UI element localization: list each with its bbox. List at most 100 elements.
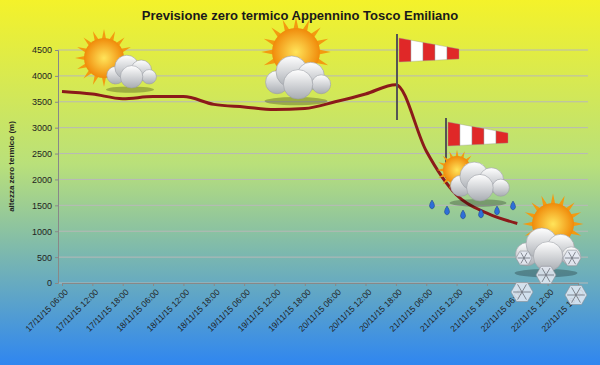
snowflake-body	[565, 285, 587, 304]
x-tick-mark	[457, 283, 458, 286]
x-tick-mark	[62, 283, 63, 286]
snowflake-body	[511, 282, 533, 301]
y-tick: 4000	[32, 71, 58, 81]
y-tick-mark	[55, 205, 58, 206]
y-tick: 3000	[32, 123, 58, 133]
snowflake-arm	[521, 252, 527, 263]
y-tick-mark	[55, 102, 58, 103]
snowflake-arm	[542, 268, 550, 282]
x-tick-mark	[183, 283, 184, 286]
grid-line	[58, 50, 588, 51]
cloud-puff	[312, 75, 331, 94]
windsock-band	[472, 126, 484, 144]
title: Previsione zero termico Appennino Tosco …	[142, 8, 458, 23]
snowflake-arm	[521, 252, 527, 263]
x-tick-mark	[366, 283, 367, 286]
y-tick-mark	[55, 50, 58, 51]
windsock-band	[447, 47, 459, 60]
grid-line	[58, 231, 588, 232]
windsock-band	[399, 38, 411, 62]
x-tick-mark	[274, 283, 275, 286]
grid-line	[58, 179, 588, 180]
y-tick-mark	[55, 76, 58, 77]
series-group	[62, 85, 517, 224]
windsock-band	[496, 131, 508, 144]
rain-drop	[445, 206, 450, 215]
x-tick-mark	[305, 283, 306, 286]
chart: Previsione zero termico Appennino Tosco …	[0, 0, 600, 365]
windsock-band	[423, 42, 435, 60]
windsock-icon	[397, 34, 459, 120]
y-tick-mark	[55, 154, 58, 155]
snowflake-body	[563, 250, 581, 266]
snowflake-icon	[565, 285, 587, 304]
x-tick-mark	[153, 283, 154, 286]
grid-line	[58, 127, 588, 128]
cloud-puff	[562, 247, 581, 266]
snowflake-arm	[518, 284, 527, 299]
grid-line	[58, 205, 588, 206]
x-tick-mark	[214, 283, 215, 286]
y-tick: 2000	[32, 175, 58, 185]
background	[0, 0, 600, 365]
y-tick-mark	[55, 231, 58, 232]
x-tick-mark	[92, 283, 93, 286]
snowflake-arm	[572, 287, 581, 302]
x-tick: 22/11/15 18:00	[539, 283, 586, 334]
y-tick-label: 0	[47, 278, 52, 288]
x-tick-mark	[244, 283, 245, 286]
snowflake-arm	[568, 252, 575, 264]
y-tick: 4500	[32, 45, 58, 55]
y-tick: 3500	[32, 97, 58, 107]
cloud-puff	[142, 70, 156, 84]
y-tick-label: 3500	[32, 97, 52, 107]
y-tick-label: 3000	[32, 123, 52, 133]
rain-drop	[495, 206, 500, 215]
cloud-icon	[265, 56, 331, 105]
y-axis-line	[55, 51, 59, 284]
x-tick-mark	[335, 283, 336, 286]
cloud-puff	[492, 179, 509, 196]
cloud-puff	[283, 70, 312, 99]
rain-drop	[461, 210, 466, 219]
windsock-band	[460, 124, 472, 145]
snowflake-icon	[516, 251, 532, 265]
snowflake-arm	[518, 284, 527, 299]
plot: 05001000150020002500300035004000450017/1…	[23, 45, 588, 333]
y-tick-label: 4500	[32, 45, 52, 55]
y-tick-mark	[55, 257, 58, 258]
y-tick-label: 4000	[32, 71, 52, 81]
y-tick: 2500	[32, 149, 58, 159]
windsock-pole	[396, 34, 398, 120]
y-tick: 1500	[32, 201, 58, 211]
grid-line	[58, 257, 588, 258]
y-tick-mark	[55, 179, 58, 180]
x-axis-line	[63, 284, 579, 287]
y-tick-label: 1000	[32, 227, 52, 237]
x-tick-mark	[123, 283, 124, 286]
weather-icons	[75, 17, 587, 304]
y-tick: 500	[37, 252, 58, 262]
windsock-band	[484, 129, 496, 145]
snowflake-icon	[536, 266, 556, 283]
grid-line	[58, 153, 588, 154]
y-axis: 0 500 1000 1500 2000 2500 3000 3500 4000 4500	[32, 45, 59, 288]
rain-drop	[430, 200, 435, 209]
y-tick-label: 1500	[32, 201, 52, 211]
snowflake-arm	[542, 268, 550, 282]
windsock-band	[411, 40, 423, 61]
y-tick-label: 2000	[32, 175, 52, 185]
x-tick-mark	[487, 283, 488, 286]
snowflake-body	[536, 266, 556, 283]
cloud-icon	[106, 55, 156, 93]
rain-drop	[511, 201, 516, 210]
line	[62, 85, 517, 224]
snowflake-icon	[511, 282, 533, 301]
windsock-band	[448, 122, 460, 146]
windsock-band	[435, 45, 447, 61]
snowflake-icon	[563, 250, 581, 266]
y-tick: 1000	[32, 227, 58, 237]
rain-drop	[479, 209, 484, 218]
y-tick-label: 500	[37, 252, 52, 262]
x-tick-mark	[426, 283, 427, 286]
